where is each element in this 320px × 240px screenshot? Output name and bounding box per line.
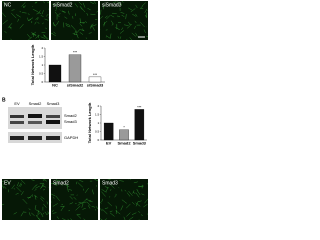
image-label: EV [4,180,11,186]
micrograph [100,1,148,40]
image-label: NC [4,2,12,8]
y-tick-label: 0.5 [39,71,44,75]
y-tick-label: 0.5 [95,129,100,133]
blot-row: Smad3 [64,119,77,124]
significance: *** [93,73,98,77]
y-tick-label: 1 [98,121,100,125]
blot-band [46,136,60,140]
blot-band [10,115,24,118]
bar [88,76,102,83]
y-tick-label: 1 [42,63,44,67]
blot-row: GAPDH [64,135,78,140]
network [51,1,98,40]
image-label: siSmad3 [102,2,122,8]
network [2,1,49,40]
x-tick-label: siSmad2 [67,83,84,88]
blot-band [28,114,42,118]
image-label: Smad3 [102,180,118,186]
y-axis-label: Total Network Length [87,102,92,143]
bar [68,54,82,83]
y-tick-label: 0 [42,80,44,84]
y-tick-label: 1.5 [39,54,44,58]
network [100,179,148,220]
micrographs: NC EV siSmad2 Smad2 siSmad3 Smad3 [2,1,148,220]
bar [103,122,114,141]
blot-band [46,115,60,118]
bar [134,109,145,141]
bar [48,64,62,83]
blot-band [46,120,60,124]
y-tick-label: 2 [98,104,100,108]
blot-band [28,136,42,140]
x-tick-label: Smad2 [117,141,131,146]
x-tick-label: EV [106,141,112,146]
x-tick-label: siSmad3 [87,83,104,88]
y-tick-label: 0 [98,138,100,142]
image-label: siSmad2 [53,2,73,8]
network [100,1,148,40]
panel-label: B [2,97,6,103]
blot-row: Smad2 [64,113,77,118]
network [2,179,49,220]
significance: * [123,126,125,130]
significance: *** [137,105,142,109]
bar [119,129,129,141]
blot-column: EV [14,101,20,106]
network [51,179,98,220]
significance: *** [73,51,78,55]
y-axis-label: Total Network Length [30,44,35,85]
x-tick-label: NC [52,83,58,88]
micrograph [100,179,148,220]
blot-band [10,121,24,124]
blot-band [10,136,24,140]
blot-column: Smad2 [29,101,42,106]
image-label: Smad2 [53,180,69,186]
blot-band [28,121,42,124]
blot-column: Smad3 [47,101,60,106]
x-tick-label: Smad3 [133,141,147,146]
micrograph [2,1,49,40]
y-tick-label: 2 [42,46,44,50]
y-tick-label: 1.5 [95,112,100,116]
